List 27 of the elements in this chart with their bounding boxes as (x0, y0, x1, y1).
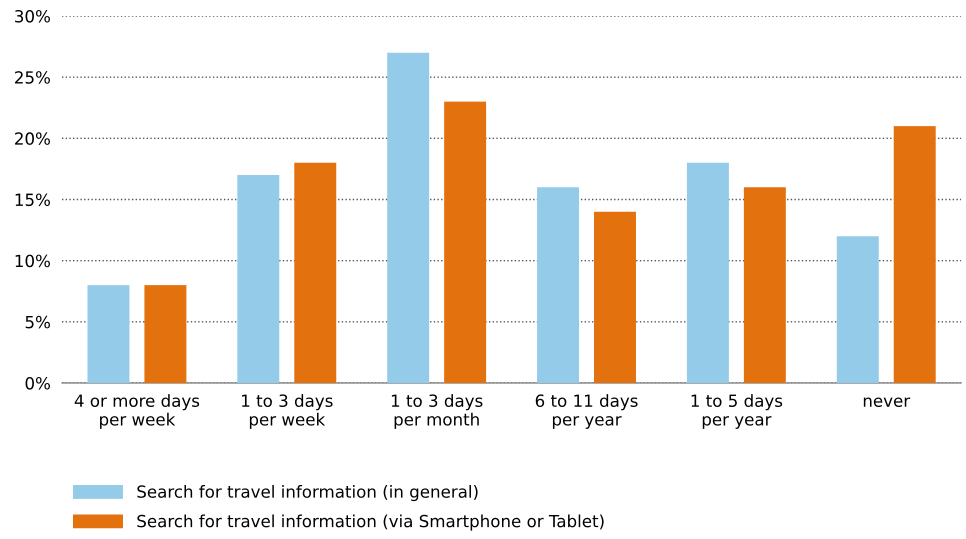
x-tick-label: 1 to 3 days per month (392, 394, 482, 429)
bar (744, 187, 786, 383)
y-tick-label: 30% (15, 10, 50, 23)
bar (836, 236, 879, 383)
bar (144, 285, 186, 383)
y-tick-label: 15% (16, 193, 50, 206)
bar (686, 162, 729, 383)
bar (237, 175, 280, 383)
x-tick-label: 1 to 5 days per year (692, 394, 782, 429)
legend-label: Search for travel information (in general) (137, 485, 478, 502)
x-tick-label: 6 to 11 days per year (536, 394, 638, 429)
x-tick-label: 4 or more days per week (74, 394, 200, 429)
x-tick-label: 1 to 3 days per week (242, 394, 333, 429)
y-tick-label: 25% (15, 71, 50, 84)
bar (294, 162, 336, 383)
y-tick-label: 5% (26, 316, 50, 328)
y-tick-label: 0% (26, 376, 50, 390)
bar (537, 187, 580, 383)
bar (444, 102, 486, 383)
legend-label: Search for travel information (via Smartphone or Tablet) (137, 514, 604, 531)
bar (594, 212, 636, 383)
y-tick-label: 10% (16, 254, 50, 268)
x-tick-label: never (864, 397, 910, 408)
bar (894, 126, 936, 383)
y-tick-label: 20% (15, 132, 50, 145)
bar (387, 52, 430, 383)
bar (87, 285, 130, 383)
